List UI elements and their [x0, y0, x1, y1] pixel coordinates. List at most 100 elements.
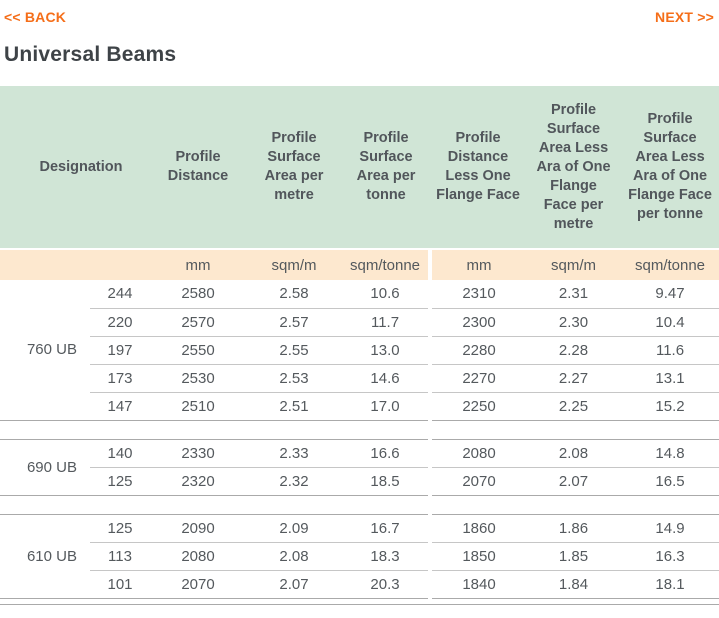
mass-cell: 101 — [90, 569, 151, 598]
table-cell: 2080 — [150, 541, 247, 570]
table-cell: 2070 — [428, 466, 527, 495]
table-cell: 16.5 — [621, 466, 719, 495]
table-cell: 1.85 — [526, 541, 622, 570]
table-cell: 2.58 — [246, 280, 343, 308]
header-psa-less-flange-per-metre: Profile Surface Area Less Ara of One Fla… — [526, 86, 622, 249]
table-cell: 2310 — [428, 280, 527, 308]
table-cell: 18.1 — [621, 569, 719, 598]
table-cell: 2270 — [428, 363, 527, 392]
header-profile-distance: Profile Distance — [150, 86, 247, 249]
table-cell: 1840 — [428, 569, 527, 598]
table-cell: 2580 — [150, 280, 247, 308]
table-row: 610 UB 125 2090 2.09 16.7 1860 1.86 14.9 — [0, 514, 719, 598]
table-cell: 2.07 — [246, 569, 343, 598]
table-row: 690 UB 140 2330 2.33 16.6 2080 2.08 14.8 — [0, 439, 719, 495]
table-cell: 2.08 — [526, 439, 622, 467]
table-cell: 10.6 — [342, 280, 431, 308]
table-cell: 9.47 — [621, 280, 719, 308]
table-cell: 2.31 — [526, 280, 622, 308]
table-cell: 2510 — [150, 391, 247, 420]
header-row: Designation Profile Distance Profile Sur… — [0, 86, 719, 249]
table-cell: 15.2 — [621, 391, 719, 420]
header-psa-per-metre: Profile Surface Area per metre — [246, 86, 343, 249]
table-cell: 2.28 — [526, 335, 622, 364]
mass-cell: 244 — [90, 280, 151, 308]
table-cell: 2.53 — [246, 363, 343, 392]
table-cell: 13.0 — [342, 335, 431, 364]
table-cell: 16.6 — [342, 439, 431, 467]
table-cell: 2250 — [428, 391, 527, 420]
group-610ub: 610 UB 125 2090 2.09 16.7 1860 1.86 14.9… — [0, 514, 719, 598]
back-link[interactable]: << BACK — [4, 9, 67, 25]
group-760ub: 760 UB 244 2580 2.58 10.6 2310 2.31 9.47… — [0, 280, 719, 420]
table-cell: 1.84 — [526, 569, 622, 598]
table-row: 101 2070 2.07 20.3 1840 1.84 18.1 — [0, 569, 719, 598]
table-row: 173 2530 2.53 14.6 2270 2.27 13.1 — [0, 363, 719, 392]
table-cell: 2090 — [150, 514, 247, 542]
table-cell: 11.6 — [621, 335, 719, 364]
group-divider — [0, 419, 719, 440]
mass-cell: 197 — [90, 335, 151, 364]
mass-cell: 125 — [90, 514, 151, 542]
page-title: Universal Beams — [4, 43, 177, 66]
units-empty-cell — [0, 248, 151, 280]
mass-cell: 147 — [90, 391, 151, 420]
table-cell: 10.4 — [621, 307, 719, 336]
table-cell: 2280 — [428, 335, 527, 364]
table-cell: 1.86 — [526, 514, 622, 542]
table-cell: 18.5 — [342, 466, 431, 495]
table-cell: 2550 — [150, 335, 247, 364]
table-cell: 2570 — [150, 307, 247, 336]
designation-group-label: 610 UB — [0, 514, 90, 598]
table-cell: 2.25 — [526, 391, 622, 420]
header-pd-less-flange: Profile Distance Less One Flange Face — [430, 86, 527, 249]
table-cell: 2.57 — [246, 307, 343, 336]
table-cell: 2.07 — [526, 466, 622, 495]
designation-group-label: 760 UB — [0, 280, 90, 420]
table-row: 147 2510 2.51 17.0 2250 2.25 15.2 — [0, 391, 719, 420]
table-cell: 1850 — [428, 541, 527, 570]
table-cell: 2320 — [150, 466, 247, 495]
table-cell: 2.30 — [526, 307, 622, 336]
unit-psa-per-tonne: sqm/tonne — [342, 248, 431, 280]
table-cell: 2.33 — [246, 439, 343, 467]
table-cell: 14.6 — [342, 363, 431, 392]
mass-cell: 140 — [90, 439, 151, 467]
table-cell: 2.32 — [246, 466, 343, 495]
universal-beams-table: Designation Profile Distance Profile Sur… — [0, 86, 719, 605]
pagination-nav: << BACK NEXT >> — [0, 0, 719, 25]
table-cell: 2.55 — [246, 335, 343, 364]
table-cell: 13.1 — [621, 363, 719, 392]
table-cell: 14.9 — [621, 514, 719, 542]
table-row: 197 2550 2.55 13.0 2280 2.28 11.6 — [0, 335, 719, 364]
mass-cell: 173 — [90, 363, 151, 392]
table-cell: 18.3 — [342, 541, 431, 570]
table-row: 220 2570 2.57 11.7 2300 2.30 10.4 — [0, 307, 719, 336]
table-cell: 20.3 — [342, 569, 431, 598]
header-psa-per-tonne: Profile Surface Area per tonne — [342, 86, 431, 249]
table-cell: 11.7 — [342, 307, 431, 336]
mass-cell: 220 — [90, 307, 151, 336]
units-row: mm sqm/m sqm/tonne mm sqm/m sqm/tonne — [0, 248, 719, 280]
table-cell: 2.09 — [246, 514, 343, 542]
next-link[interactable]: NEXT >> — [655, 9, 714, 25]
table-cell: 2080 — [428, 439, 527, 467]
header-psa-less-flange-per-tonne: Profile Surface Area Less Ara of One Fla… — [621, 86, 719, 249]
header-designation: Designation — [0, 86, 151, 249]
group-divider — [0, 494, 719, 515]
table-cell: 2.51 — [246, 391, 343, 420]
table-cell: 2530 — [150, 363, 247, 392]
unit-psa-less-flange-per-metre: sqm/m — [526, 248, 622, 280]
table-row: 113 2080 2.08 18.3 1850 1.85 16.3 — [0, 541, 719, 570]
table-cell: 17.0 — [342, 391, 431, 420]
mass-cell: 125 — [90, 466, 151, 495]
unit-pd-less-flange: mm — [428, 248, 527, 280]
unit-psa-less-flange-per-tonne: sqm/tonne — [621, 248, 719, 280]
table-cell: 2300 — [428, 307, 527, 336]
table-cell: 2.27 — [526, 363, 622, 392]
table-cell: 14.8 — [621, 439, 719, 467]
table-cell: 2070 — [150, 569, 247, 598]
unit-psa-per-metre: sqm/m — [246, 248, 343, 280]
table-cell: 16.7 — [342, 514, 431, 542]
group-690ub: 690 UB 140 2330 2.33 16.6 2080 2.08 14.8… — [0, 439, 719, 495]
